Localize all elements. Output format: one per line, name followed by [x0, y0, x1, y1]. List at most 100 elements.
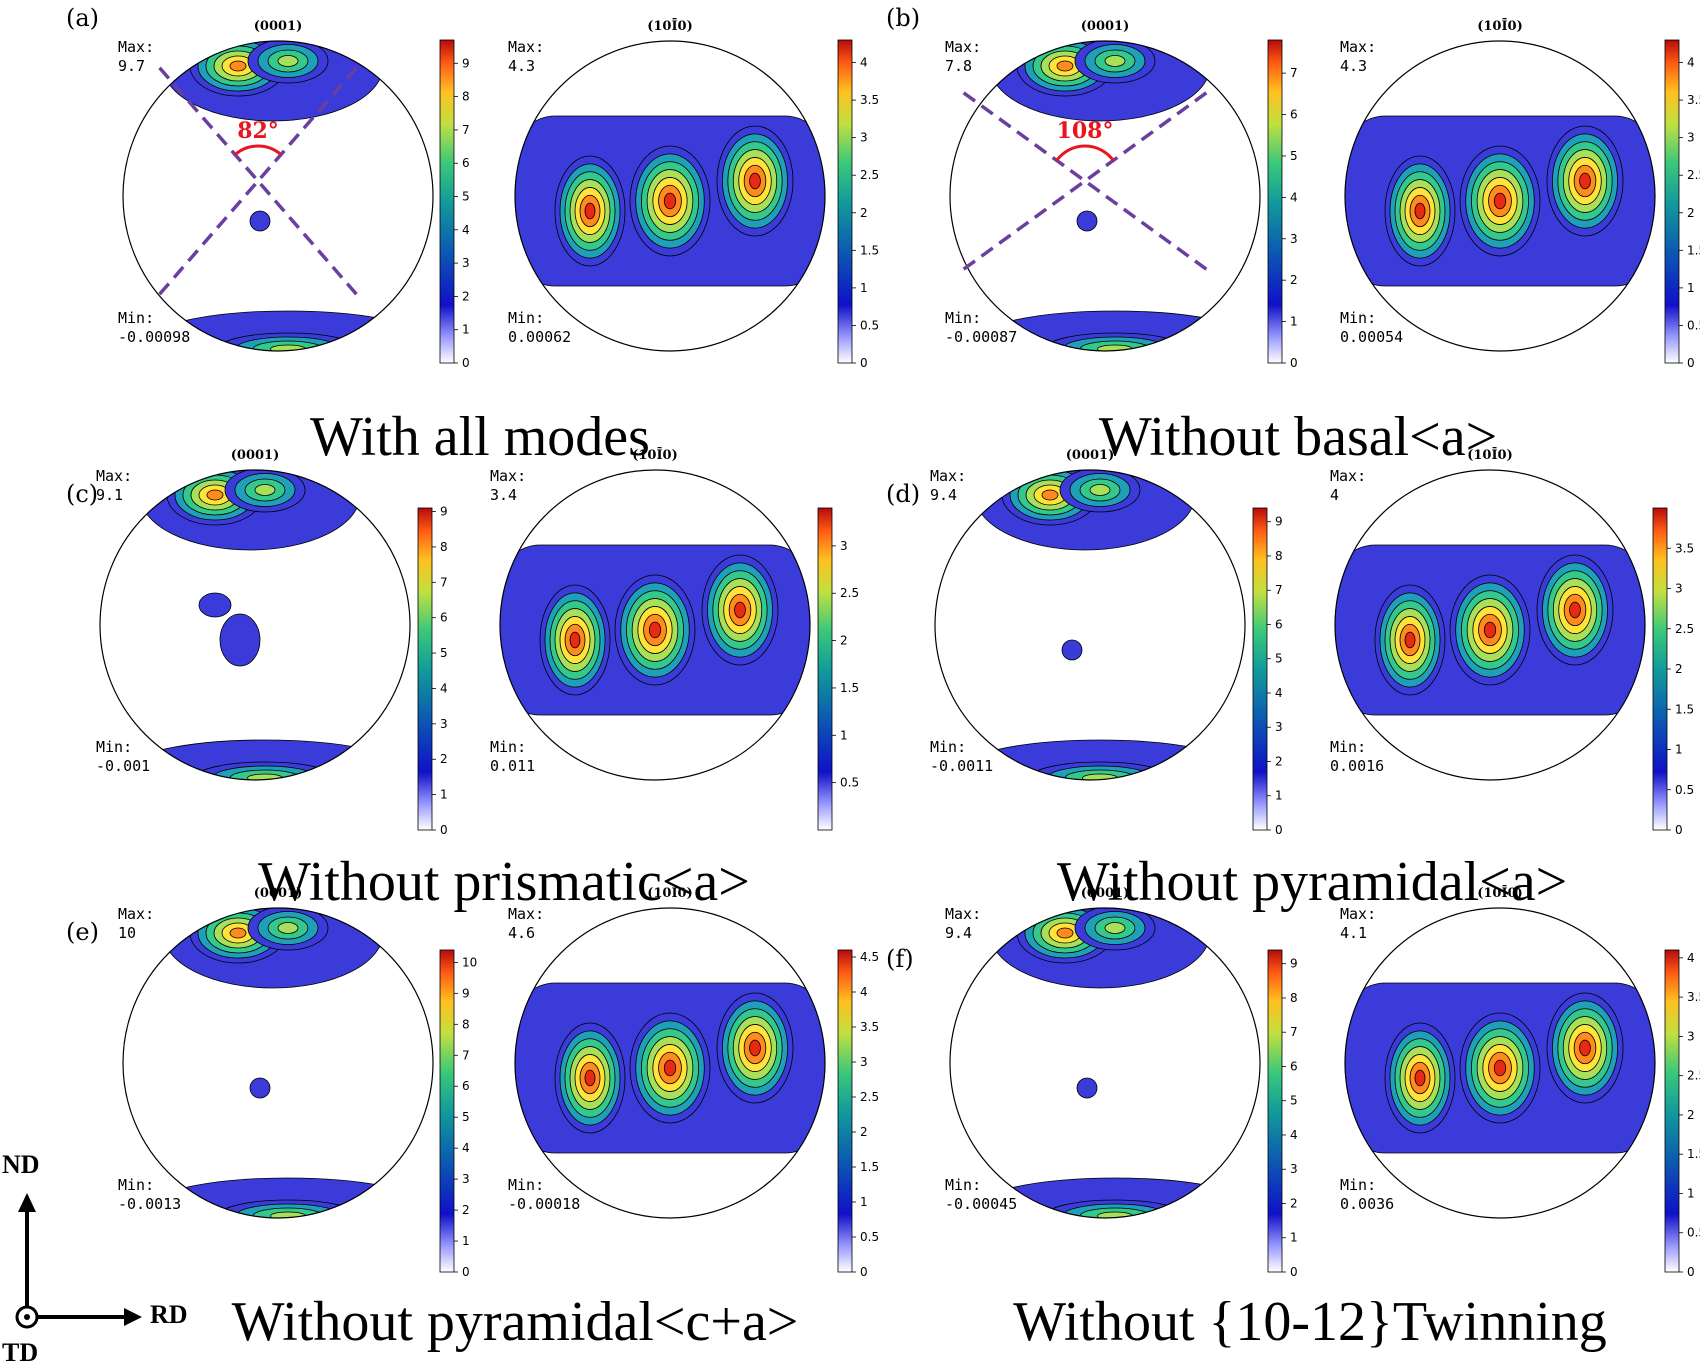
prism-2-min: Min: 0.011 — [490, 738, 535, 776]
dashed-line-2 — [962, 91, 1208, 271]
min-value: -0.00098 — [118, 328, 191, 346]
basal-colorbar-1 — [1267, 39, 1283, 364]
colorbar-tick-label: 6 — [1275, 617, 1283, 631]
colorbar-tick-label: 9 — [440, 505, 448, 519]
prism-pole-outline — [514, 40, 826, 352]
prism-colorbar-5 — [1664, 949, 1680, 1273]
prism-right-peak-level-6 — [734, 601, 746, 619]
basal-center-spot — [249, 210, 271, 232]
colorbar-tick-label: 3.5 — [860, 1020, 879, 1034]
caption-f: Without {10-12}Twinning — [1013, 1291, 1607, 1353]
colorbar-tick-label: 2.5 — [1687, 168, 1700, 182]
colorbar-tick-label: 4 — [860, 985, 868, 999]
prism-pole-contours-5 — [1345, 982, 1655, 1154]
prism-3-title: (10Ī0) — [1467, 448, 1513, 463]
basal-top-second-level-3 — [1089, 484, 1111, 496]
dashed-line-1 — [158, 66, 358, 296]
basal-top-peak-level-5 — [1041, 489, 1059, 501]
colorbar-tick-label: 1.5 — [860, 1160, 879, 1174]
min-label: Min: — [118, 309, 155, 327]
axis-triad — [15, 1193, 142, 1329]
max-value: 4.6 — [508, 924, 536, 942]
colorbar-tick-label: 0 — [860, 1265, 868, 1279]
colorbar-tick-label: 0 — [1290, 356, 1298, 370]
colorbar-tick-label: 2 — [462, 1203, 470, 1217]
panel-label-d: (d) — [886, 480, 921, 508]
basal-0-title: (0001) — [253, 19, 303, 34]
dashed-line-1 — [962, 91, 1208, 271]
prism-pole-outline — [514, 907, 826, 1219]
basal-pole-contours-4 — [147, 908, 429, 1218]
basal-center-spot — [1076, 1077, 1098, 1099]
colorbar-tick-label: 3 — [462, 1172, 470, 1186]
prism-pole-contours-1 — [1345, 115, 1655, 287]
colorbar-tick-label: 5 — [1275, 652, 1283, 666]
colorbar-tick-label: 4 — [1290, 190, 1298, 204]
td-label: TD — [2, 1338, 39, 1367]
colorbar-tick-label: 3.5 — [1687, 93, 1700, 107]
colorbar-tick-label: 2.5 — [860, 168, 879, 182]
colorbar-tick-label: 9 — [462, 986, 470, 1000]
basal-pole-outline — [949, 40, 1261, 352]
prism-pole-outline — [1344, 40, 1656, 352]
basal-4-min: Min: -0.0013 — [118, 1176, 181, 1214]
colorbar-tick-label: 7 — [440, 575, 448, 589]
prism-5-title: (10Ī0) — [1477, 886, 1523, 901]
max-label: Max: — [490, 467, 527, 485]
max-label: Max: — [118, 905, 155, 923]
colorbar-tick-label: 5 — [1290, 1094, 1298, 1108]
colorbar-tick-label: 0.5 — [1675, 783, 1694, 797]
min-label: Min: — [1330, 738, 1367, 756]
prism-4-min: Min: -0.00018 — [508, 1176, 580, 1214]
colorbar-tick-label: 2 — [440, 752, 448, 766]
colorbar-tick-label: 7 — [462, 1048, 470, 1062]
prism-right-peak-level-6 — [749, 172, 761, 190]
min-label: Min: — [1340, 1176, 1377, 1194]
prism-pole-outline — [499, 469, 811, 781]
colorbar-tick-label: 3.5 — [860, 93, 879, 107]
max-value: 9.1 — [96, 486, 124, 504]
colorbar-tick-label: 1 — [1290, 315, 1298, 329]
prism-pole-contours-3 — [1335, 544, 1645, 716]
colorbar-tick-label: 1 — [440, 788, 448, 802]
max-value: 4 — [1330, 486, 1340, 504]
panel-label-a: (a) — [66, 4, 100, 32]
prism-pole-outline — [1334, 469, 1646, 781]
prism-4-max: Max: 4.6 — [508, 905, 544, 943]
max-label: Max: — [930, 467, 967, 485]
prism-0-min: Min: 0.00062 — [508, 309, 571, 347]
colorbar-tick-label: 2 — [1290, 273, 1298, 287]
colorbar-tick-label: 6 — [1290, 108, 1298, 122]
panel-label-e: (e) — [66, 918, 99, 946]
pole-figure-contours — [124, 41, 1655, 1218]
colorbar-tick-label: 7 — [1275, 583, 1283, 597]
colorbar-tick-label: 2 — [1290, 1196, 1298, 1210]
colorbar-tick-label: 1 — [1290, 1231, 1298, 1245]
caption-d: Without pyramidal<a> — [1056, 851, 1568, 913]
basal-5-max: Max: 9.4 — [945, 905, 981, 943]
colorbar-tick-label: 0.5 — [860, 318, 879, 332]
colorbar-tick-label: 5 — [1290, 149, 1298, 163]
colorbar-tick-label: 8 — [440, 540, 448, 554]
basal-center-spot — [249, 1077, 271, 1099]
colorbar-tick-label: 1 — [840, 728, 848, 742]
min-label: Min: — [1340, 309, 1377, 327]
basal-0-max: Max: 9.7 — [118, 38, 154, 76]
min-value: 0.00062 — [508, 328, 572, 346]
basal-top-second-level-3 — [254, 484, 276, 496]
colorbar-tick-label: 3.5 — [1687, 990, 1700, 1004]
dashed-line-2 — [158, 66, 358, 296]
angle-label: 108° — [1057, 118, 1114, 144]
prism-left-peak-level-6 — [584, 1069, 596, 1087]
basal-3-title: (0001) — [1065, 448, 1115, 463]
colorbar-tick-label: 5 — [462, 1110, 470, 1124]
colorbar-tick-label: 3 — [1675, 582, 1683, 596]
basal-4-max: Max: 10 — [118, 905, 154, 943]
rd-arrowhead — [124, 1308, 142, 1326]
colorbar-tick-label: 8 — [1290, 991, 1298, 1005]
min-value: -0.00018 — [508, 1195, 581, 1213]
max-label: Max: — [96, 467, 133, 485]
basal-1-min: Min: -0.00087 — [945, 309, 1017, 347]
colorbar-tick-label: 4 — [1275, 686, 1283, 700]
basal-top-second-level-3 — [1104, 55, 1126, 67]
